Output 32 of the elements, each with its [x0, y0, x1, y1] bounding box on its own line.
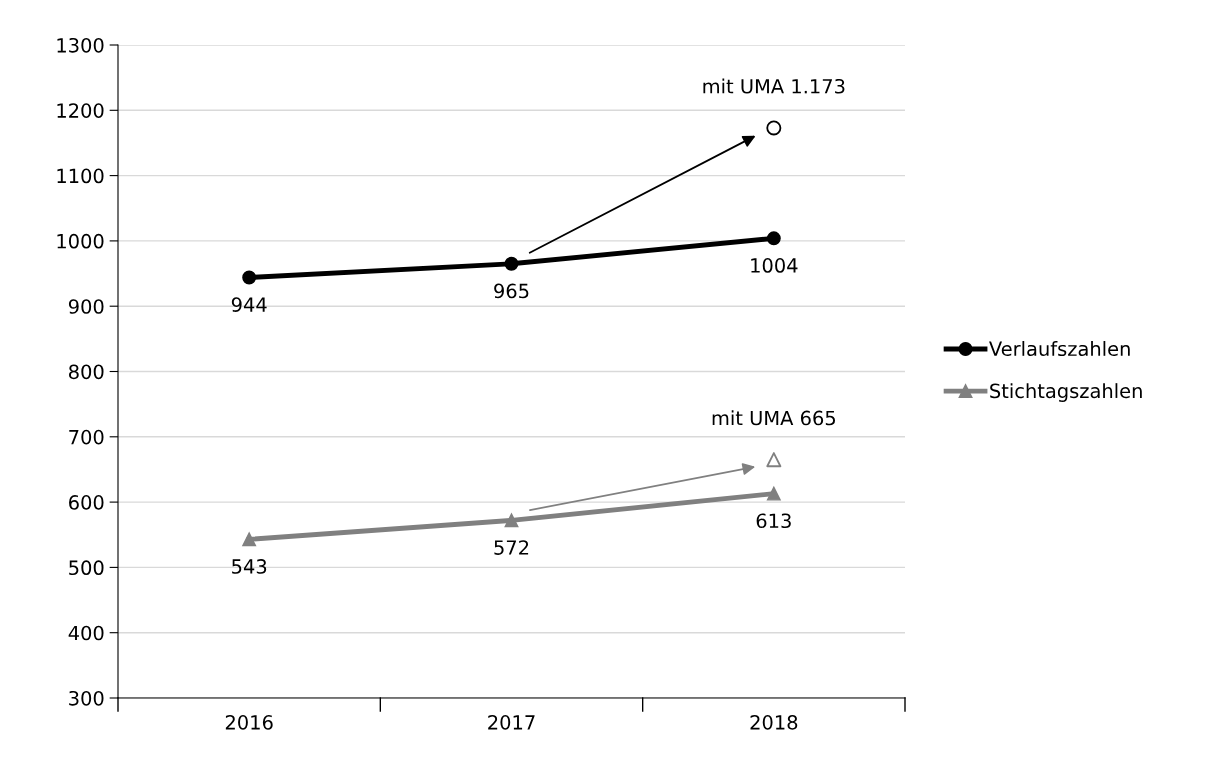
- y-tick-label: 1100: [57, 168, 104, 184]
- data-label: mit UMA 665: [712, 410, 836, 426]
- y-tick-label: 300: [69, 690, 104, 706]
- point: [766, 452, 782, 468]
- x-tick-label: 2017: [488, 715, 535, 730]
- y-tick-label: 600: [69, 495, 104, 510]
- data-label: 572: [494, 540, 529, 555]
- legend-label: Verlaufszahlen: [989, 341, 1130, 357]
- point: [504, 256, 519, 271]
- data-label: 1004: [751, 258, 798, 273]
- x-tick-label: 2016: [225, 715, 273, 730]
- y-tick-label: 900: [68, 299, 104, 314]
- point: [242, 532, 257, 547]
- y-tick-label: 1200: [57, 103, 104, 118]
- y-tick-label: 1000: [57, 233, 104, 249]
- data-label: 543: [232, 559, 267, 574]
- legend-label: Stichtagszahlen: [990, 383, 1142, 402]
- y-tick-label: 1300: [57, 37, 104, 53]
- data-label: 965: [494, 283, 529, 299]
- point: [242, 270, 257, 285]
- y-tick-label: 400: [68, 625, 104, 641]
- data-label: 613: [756, 513, 791, 529]
- x-tick-label: 2018: [750, 715, 798, 730]
- data-label: 944: [231, 297, 267, 312]
- y-tick-label: 800: [69, 364, 104, 380]
- data-label: mit UMA 1.173: [703, 78, 845, 94]
- point: [766, 120, 782, 136]
- point: [766, 486, 781, 501]
- point: [504, 513, 519, 528]
- y-tick-label: 700: [69, 429, 104, 445]
- y-tick-label: 500: [69, 560, 104, 576]
- point: [766, 231, 781, 246]
